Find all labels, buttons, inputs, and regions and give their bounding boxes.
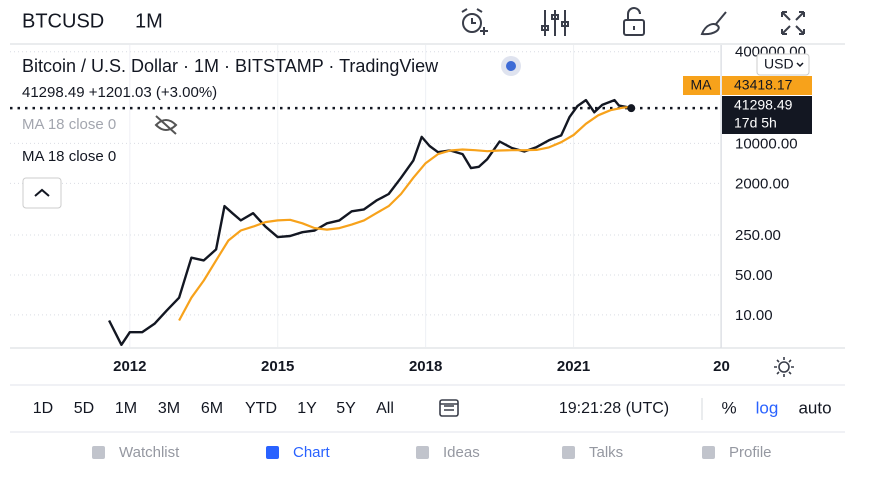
scale-button[interactable]: log xyxy=(756,398,779,417)
nav-item[interactable]: Watchlist xyxy=(119,444,180,461)
nav-icon[interactable] xyxy=(702,446,715,459)
price-tag xyxy=(722,96,812,134)
nav-item[interactable]: Chart xyxy=(293,444,331,461)
timeframe-button[interactable]: 5D xyxy=(74,400,94,417)
nav-item[interactable]: Talks xyxy=(589,444,623,461)
x-tick-label: 2018 xyxy=(409,358,442,375)
timeframe-bar: 1D 5D 1M 3M 6M YTD 1Y 5Y All% log auto xyxy=(33,398,832,417)
indicator-legend[interactable]: MA 18 close 0 xyxy=(22,148,116,165)
bottom-nav: Watchlist Chart Ideas Talks Profile xyxy=(92,444,772,461)
scale-button[interactable]: % xyxy=(721,398,736,417)
timeframe-button[interactable]: 5Y xyxy=(336,400,356,417)
currency-select[interactable] xyxy=(756,53,810,76)
timeframe-button[interactable]: 1M xyxy=(115,400,137,417)
timeframe-button[interactable]: 6M xyxy=(201,400,223,417)
indicators-icon[interactable] xyxy=(541,10,569,36)
ma-tag xyxy=(683,76,720,95)
collapse-icon xyxy=(34,188,50,197)
countdown: 17d 5h xyxy=(734,115,777,131)
timeframe-button[interactable]: All xyxy=(376,400,394,417)
status-dot xyxy=(506,61,516,71)
y-tick-label: 10000.00 xyxy=(735,135,798,152)
alert-icon[interactable] xyxy=(461,8,488,35)
settings-icon[interactable] xyxy=(774,357,794,377)
last-point xyxy=(627,104,636,113)
timeframe-button[interactable]: 3M xyxy=(158,400,180,417)
price-label: 41298.49 xyxy=(734,97,793,113)
lock-icon[interactable] xyxy=(623,7,645,36)
indicator-legend[interactable]: MA 18 close 0 xyxy=(22,116,116,133)
y-tick-label: 2000.00 xyxy=(735,175,789,192)
ma-tag-label: MA xyxy=(691,77,713,93)
ma-price-label: 43418.17 xyxy=(734,77,793,93)
drawing-icon[interactable] xyxy=(700,11,727,36)
clock: 19:21:28 (UTC) xyxy=(559,400,669,417)
chart: 10.0050.00250.002000.0010000.00400000.00… xyxy=(10,44,845,375)
legend-title: Bitcoin / U.S. Dollar · 1M · BITSTAMP · … xyxy=(22,56,439,76)
timeframe-button[interactable]: YTD xyxy=(245,400,277,417)
nav-item[interactable]: Ideas xyxy=(443,444,480,461)
x-tick-label: 2021 xyxy=(557,358,590,375)
nav-icon[interactable] xyxy=(416,446,429,459)
currency[interactable]: USD xyxy=(764,56,794,72)
timeframe-button[interactable]: 1Y xyxy=(297,400,317,417)
ma-price-tag xyxy=(722,76,812,95)
x-tick-label: 2012 xyxy=(113,358,146,375)
hide-icon[interactable] xyxy=(154,115,178,135)
x-tick-label: 20 xyxy=(713,358,730,375)
price-line xyxy=(108,98,632,346)
nav-item[interactable]: Profile xyxy=(729,444,772,461)
nav-icon[interactable] xyxy=(92,446,105,459)
nav-icon[interactable] xyxy=(562,446,575,459)
collapse-button[interactable] xyxy=(22,177,62,209)
y-tick-label: 250.00 xyxy=(735,227,781,244)
y-tick-label: 10.00 xyxy=(735,307,773,324)
date-range-icon[interactable] xyxy=(439,399,459,417)
nav-icon[interactable] xyxy=(266,446,279,459)
legend-price: 41298.49 +1201.03 (+3.00%) xyxy=(22,84,217,101)
symbol[interactable]: BTCUSD xyxy=(22,10,104,32)
header-timeframe[interactable]: 1M xyxy=(135,10,163,32)
dropdown-arrow xyxy=(796,62,804,68)
x-tick-label: 2015 xyxy=(261,358,294,375)
price-line xyxy=(178,105,632,322)
scale-button[interactable]: auto xyxy=(798,398,831,417)
fullscreen-icon[interactable] xyxy=(781,11,805,35)
timeframe-button[interactable]: 1D xyxy=(33,400,53,417)
y-tick-label: 50.00 xyxy=(735,267,773,284)
